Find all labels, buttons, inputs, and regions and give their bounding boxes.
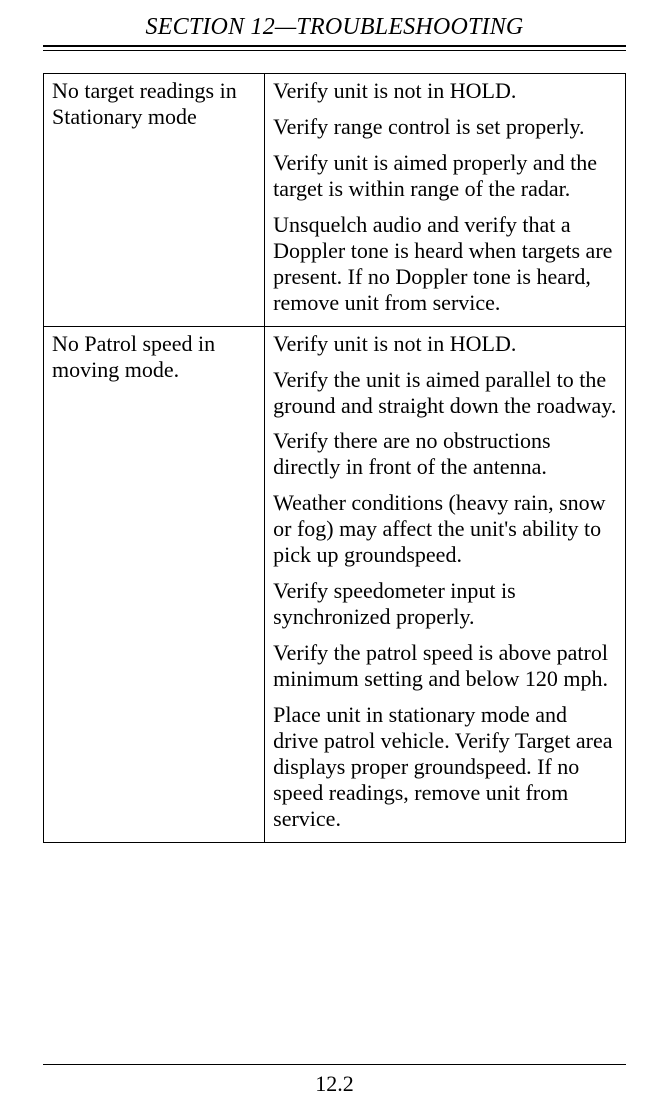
action-item: Verify unit is aimed properly and the ta… <box>273 150 617 202</box>
page-footer: 12.2 <box>43 1064 626 1097</box>
problem-cell: No target readings in Stationary mode <box>44 74 265 327</box>
footer-rule <box>43 1064 626 1065</box>
action-list: Verify unit is not in HOLD. Verify the u… <box>273 331 617 832</box>
action-item: Verify the unit is aimed parallel to the… <box>273 367 617 419</box>
table-row: No Patrol speed in moving mode. Verify u… <box>44 326 626 842</box>
header-rule <box>43 45 626 51</box>
problem-cell: No Patrol speed in moving mode. <box>44 326 265 842</box>
action-item: Verify range control is set properly. <box>273 114 617 140</box>
action-list: Verify unit is not in HOLD. Verify range… <box>273 78 617 316</box>
action-item: Verify there are no obstructions directl… <box>273 428 617 480</box>
action-item: Verify unit is not in HOLD. <box>273 78 617 104</box>
action-item: Verify the patrol speed is above patrol … <box>273 640 617 692</box>
section-header: SECTION 12—TROUBLESHOOTING <box>43 14 626 41</box>
action-item: Place unit in stationary mode and drive … <box>273 702 617 832</box>
action-item: Verify speedometer input is synchronized… <box>273 578 617 630</box>
table-row: No target readings in Stationary mode Ve… <box>44 74 626 327</box>
action-cell: Verify unit is not in HOLD. Verify the u… <box>265 326 626 842</box>
page: SECTION 12—TROUBLESHOOTING No target rea… <box>0 0 661 1115</box>
action-item: Verify unit is not in HOLD. <box>273 331 617 357</box>
troubleshooting-table: No target readings in Stationary mode Ve… <box>43 73 626 843</box>
page-number: 12.2 <box>43 1071 626 1097</box>
action-cell: Verify unit is not in HOLD. Verify range… <box>265 74 626 327</box>
action-item: Unsquelch audio and verify that a Dopple… <box>273 212 617 316</box>
action-item: Weather conditions (heavy rain, snow or … <box>273 490 617 568</box>
